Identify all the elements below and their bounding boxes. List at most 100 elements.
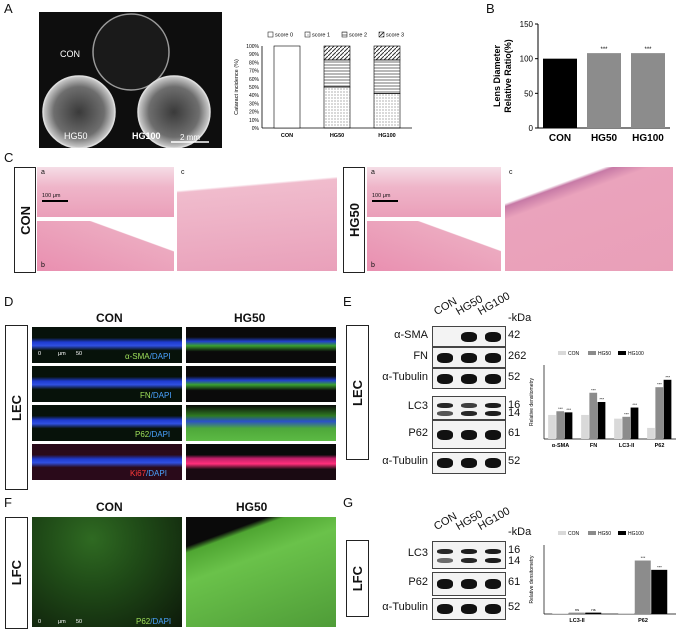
e-lane-2: HG100 (476, 290, 513, 318)
a-y-tick: 70% (249, 69, 260, 75)
d-col-con: CON (96, 311, 123, 325)
lens-photo-drawing (42, 13, 211, 149)
a-bar-score-1 (323, 86, 351, 129)
g-bar (634, 560, 651, 614)
e-annotation: *** (558, 406, 563, 411)
e-legend-swatch (588, 351, 596, 355)
b-significance: *** (644, 47, 652, 53)
a-y-tick: 30% (249, 101, 260, 107)
f-scale-right: 50 (76, 619, 83, 625)
c-hg50-c (505, 167, 673, 271)
e-legend-label: CON (568, 351, 580, 357)
lfc-densitometry-chart: Relative densitometry CON HG50 HG100 ns ns LC3… (529, 531, 676, 624)
c-side-con-label: CON (17, 205, 33, 235)
d-marker: α-SMA (125, 352, 150, 361)
d-col-hg50: HG50 (234, 311, 266, 325)
c-side-hg50-label: HG50 (346, 203, 362, 237)
g-band (437, 579, 453, 589)
e-bar (548, 414, 556, 439)
e-kda-header: -kDa (508, 312, 532, 324)
d-dapi: /DAPI (146, 469, 167, 478)
g-legend-swatch (588, 531, 596, 535)
c-hg50-b (367, 221, 501, 271)
panel-letter-a: A (4, 1, 13, 16)
e-x-tick: P62 (655, 443, 665, 449)
c-con-scale-bar (42, 200, 68, 202)
e-bar (663, 379, 672, 439)
e-bar (581, 414, 589, 439)
e-blot-label-2: α-Tubulin (382, 370, 428, 383)
scale-bar-label: 2 mm (180, 133, 200, 142)
e-blot-1 (432, 347, 506, 368)
a-y-tick: 80% (249, 60, 260, 66)
a-bar-score-0 (273, 45, 301, 129)
g-bar (651, 569, 668, 614)
b-y-label-2: Relative Ratio(%) (503, 39, 513, 113)
c-con-b-letter: b (41, 262, 45, 269)
e-band (437, 429, 453, 440)
b-y-tick: 100 (520, 55, 534, 64)
a-bar-score-2 (373, 59, 401, 94)
e-x-tick: FN (590, 443, 597, 449)
b-x-tick: HG100 (632, 133, 664, 144)
e-band (461, 458, 477, 468)
a-x-tick: HG50 (330, 133, 344, 139)
g-kda-2-0: 52 (508, 601, 521, 613)
g-blot-0 (432, 541, 506, 569)
g-bar (552, 613, 569, 614)
a-y-tick: 90% (249, 52, 260, 58)
g-legend-swatch (618, 531, 626, 535)
a-legend-label: score 1 (312, 33, 330, 39)
e-band (461, 352, 477, 363)
g-legend-label: HG50 (598, 531, 611, 537)
d-con-image-1 (32, 366, 182, 402)
d-scale-right: 50 (76, 351, 83, 357)
a-bar-score-1 (373, 93, 401, 129)
e-side-box: LEC (346, 325, 369, 460)
a-x-tick: CON (281, 133, 293, 139)
e-band (437, 410, 453, 416)
cataract-incidence-chart: 0% 10% 20% 30% 40% 50% 60% 70% 80% 90% 100% Catarac… (234, 31, 412, 139)
e-band (461, 403, 477, 409)
e-y-label: Relative densitometry (529, 377, 535, 426)
g-legend-label: CON (568, 531, 580, 537)
a-y-tick: 20% (249, 110, 260, 116)
e-band (437, 403, 453, 409)
a-bar-score-3 (323, 45, 351, 61)
e-x-tick: LC3-II (619, 443, 635, 449)
e-kda-4-0: 61 (508, 426, 521, 439)
g-blot-label-1: P62 (408, 576, 428, 588)
g-kda-0-0: 16 (508, 544, 521, 557)
c-hg50-c-letter: c (509, 169, 513, 176)
c-hg50-a (367, 167, 501, 217)
e-bar (647, 427, 655, 439)
e-annotation: *** (591, 387, 596, 392)
e-band (461, 331, 477, 342)
e-legend-swatch (558, 351, 566, 355)
d-hg50-image-1 (186, 366, 336, 402)
a-y-tick: 60% (249, 77, 260, 83)
e-kda-3-1: 14 (508, 407, 521, 420)
e-kda-0-0: 42 (508, 328, 521, 341)
e-band (437, 458, 453, 468)
e-legend-label: HG50 (598, 351, 611, 357)
g-blot-2 (432, 598, 506, 620)
c-hg50-a-letter: a (371, 169, 375, 176)
e-annotation: *** (632, 402, 637, 407)
d-con-image-3 (32, 444, 182, 480)
e-annotation: *** (624, 411, 629, 416)
a-y-tick: 40% (249, 93, 260, 99)
g-band (461, 604, 477, 614)
b-bar (543, 58, 577, 128)
g-kda-header: -kDa (508, 526, 532, 538)
g-annotation: ns (575, 607, 579, 612)
c-side-hg50: HG50 (343, 167, 365, 273)
e-band (461, 373, 477, 384)
a-legend-label: score 2 (349, 33, 367, 39)
e-blot-label-3: LC3 (407, 400, 428, 412)
e-band (461, 410, 477, 416)
g-kda-0-1: 14 (508, 554, 521, 567)
a-legend-swatch (267, 31, 274, 38)
g-x-tick: LC3-II (569, 618, 585, 624)
f-dapi: /DAPI (150, 617, 172, 626)
